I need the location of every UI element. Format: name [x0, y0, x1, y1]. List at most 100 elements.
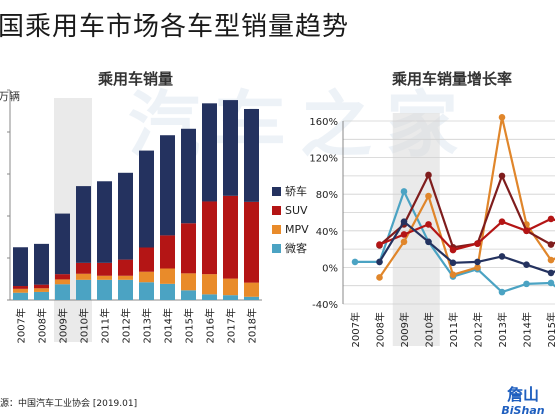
- bar-segment: [34, 284, 49, 289]
- bar-x-tick-label: 2016年: [204, 308, 217, 343]
- growth-point: [376, 241, 383, 248]
- line-x-tick-label: 2011年: [447, 312, 460, 347]
- growth-point: [449, 259, 457, 267]
- logo-text: 詹山: [507, 385, 539, 404]
- growth-point: [547, 215, 555, 223]
- bar-x-tick-label: 2014年: [162, 308, 175, 343]
- bar-segment: [181, 273, 196, 291]
- bar-segment: [202, 274, 217, 295]
- bar-segment: [97, 181, 112, 263]
- bar-segment: [13, 286, 28, 289]
- legend-label: SUV: [285, 204, 308, 217]
- growth-point: [400, 188, 408, 195]
- bar-x-tick-label: 2008年: [36, 308, 49, 343]
- bar-segment: [244, 282, 259, 297]
- growth-line: [378, 116, 555, 279]
- line-y-tick-label: 40%: [316, 227, 338, 238]
- growth-point: [498, 172, 506, 180]
- growth-point: [498, 288, 506, 296]
- growth-point: [425, 192, 432, 200]
- growth-point: [400, 231, 408, 238]
- line-x-tick-label: 2010年: [423, 312, 436, 347]
- bar-segment: [13, 288, 28, 293]
- growth-point: [449, 271, 457, 279]
- bar-segment: [181, 128, 196, 224]
- bar-segment: [139, 271, 154, 283]
- growth-point: [547, 279, 555, 287]
- growth-point: [523, 227, 530, 235]
- bar-x-tick-label: 2015年: [183, 308, 196, 343]
- legend-swatch: [272, 206, 281, 215]
- legend-swatch: [272, 244, 281, 253]
- bar-segment: [139, 282, 154, 300]
- growth-point: [425, 221, 432, 228]
- line-y-tick-label: 0%: [322, 263, 338, 274]
- bar-segment: [13, 247, 28, 287]
- line-y-tick-label: 120%: [309, 154, 338, 165]
- line-x-tick-label: 2007年: [349, 312, 362, 347]
- bar-x-tick-label: 2011年: [99, 308, 112, 343]
- line-x-tick-label: 2012年: [472, 312, 485, 347]
- bar-x-tick-label: 2017年: [225, 308, 238, 343]
- bar-segment: [55, 279, 70, 285]
- bar-x-tick-label: 2009年: [57, 308, 70, 343]
- line-x-tick-label: 2014年: [521, 312, 534, 347]
- bar-segment: [202, 294, 217, 300]
- growth-point: [425, 171, 432, 179]
- growth-line: [378, 220, 555, 274]
- growth-point: [523, 261, 530, 268]
- bar-segment: [76, 273, 91, 280]
- bar-segment: [34, 291, 49, 300]
- bar-segment: [118, 279, 133, 300]
- bar-segment: [202, 201, 217, 275]
- growth-point: [547, 269, 555, 277]
- bar-segment: [55, 213, 70, 275]
- bar-x-tick-label: 2018年: [246, 308, 259, 343]
- bar-segment: [160, 235, 175, 269]
- bar-segment: [160, 135, 175, 236]
- bar-segment: [223, 295, 238, 300]
- bar-segment: [97, 275, 112, 280]
- bar-segment: [118, 172, 133, 260]
- bar-segment: [244, 296, 259, 300]
- line-x-tick-label: 2008年: [374, 312, 387, 347]
- bar-x-tick-label: 2012年: [120, 308, 133, 343]
- growth-point: [498, 218, 506, 225]
- growth-point: [400, 238, 408, 246]
- bar-segment: [13, 292, 28, 300]
- legend-swatch: [272, 225, 281, 234]
- bar-segment: [244, 108, 259, 202]
- growth-point: [498, 114, 506, 121]
- bar-segment: [76, 186, 91, 263]
- growth-point: [474, 258, 481, 266]
- source-note: 源：中国汽车工业协会 [2019.01]: [0, 399, 138, 409]
- line-y-tick-label: 80%: [316, 190, 338, 201]
- bar-segment: [244, 201, 259, 283]
- bar-segment: [139, 247, 154, 272]
- bar-segment: [223, 195, 238, 279]
- growth-point: [474, 240, 481, 247]
- bar-segment: [181, 290, 196, 300]
- bar-segment: [97, 279, 112, 300]
- bar-segment: [181, 223, 196, 274]
- logo-subtext: BiShan: [501, 404, 544, 416]
- growth-point: [523, 280, 530, 288]
- bar-segment: [223, 278, 238, 296]
- bar-segment: [55, 284, 70, 300]
- bar-segment: [202, 103, 217, 202]
- bar-segment: [97, 262, 112, 276]
- bar-x-tick-label: 2010年: [78, 308, 91, 343]
- line-chart-title: 乘用车销量增长率: [392, 70, 513, 88]
- bar-segment: [34, 288, 49, 292]
- growth-point: [498, 253, 506, 260]
- legend-label: 微客: [285, 241, 307, 255]
- legend-label: 轿车: [285, 184, 307, 198]
- growth-point: [474, 264, 481, 271]
- growth-point: [547, 241, 555, 248]
- growth-point: [351, 258, 359, 266]
- line-x-tick-label: 2009年: [398, 312, 411, 347]
- line-x-tick-label: 2015年: [545, 312, 555, 347]
- bar-x-tick-label: 2007年: [15, 308, 28, 343]
- line-y-tick-label: -40%: [312, 300, 338, 311]
- bar-segment: [76, 262, 91, 274]
